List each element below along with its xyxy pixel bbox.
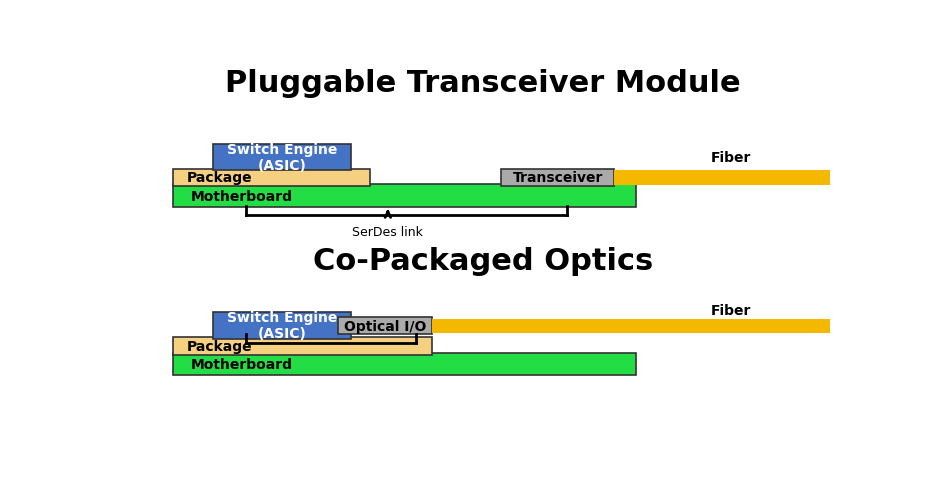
Text: Package: Package: [187, 339, 252, 353]
Text: Package: Package: [187, 171, 252, 185]
Text: Motherboard: Motherboard: [190, 189, 293, 203]
Text: Fiber: Fiber: [711, 150, 751, 164]
Text: Fiber: Fiber: [711, 304, 751, 318]
Text: Optical I/O: Optical I/O: [344, 319, 426, 333]
Text: Pluggable Transceiver Module: Pluggable Transceiver Module: [225, 69, 740, 97]
FancyBboxPatch shape: [172, 169, 369, 187]
Text: Transceiver: Transceiver: [512, 171, 603, 185]
FancyBboxPatch shape: [213, 312, 351, 339]
FancyBboxPatch shape: [431, 319, 830, 334]
FancyBboxPatch shape: [172, 353, 636, 375]
FancyBboxPatch shape: [614, 171, 830, 185]
Text: Switch Engine
(ASIC): Switch Engine (ASIC): [227, 143, 337, 172]
FancyBboxPatch shape: [172, 185, 636, 207]
Text: SerDes link: SerDes link: [352, 226, 423, 239]
Text: Co-Packaged Optics: Co-Packaged Optics: [313, 246, 653, 275]
FancyBboxPatch shape: [501, 169, 614, 187]
FancyBboxPatch shape: [172, 337, 431, 355]
Text: Motherboard: Motherboard: [190, 358, 293, 372]
FancyBboxPatch shape: [213, 144, 351, 171]
Text: Switch Engine
(ASIC): Switch Engine (ASIC): [227, 311, 337, 341]
FancyBboxPatch shape: [338, 317, 431, 335]
